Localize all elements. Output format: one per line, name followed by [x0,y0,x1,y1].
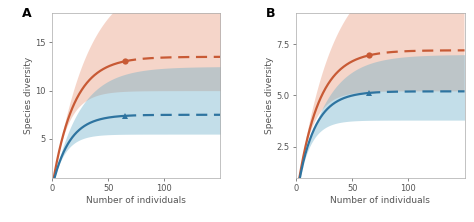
X-axis label: Number of individuals: Number of individuals [86,196,186,205]
Text: A: A [22,7,31,20]
X-axis label: Number of individuals: Number of individuals [330,196,430,205]
Y-axis label: Species diversity: Species diversity [265,57,274,134]
Y-axis label: Species diversity: Species diversity [24,57,33,134]
Text: B: B [266,7,275,20]
